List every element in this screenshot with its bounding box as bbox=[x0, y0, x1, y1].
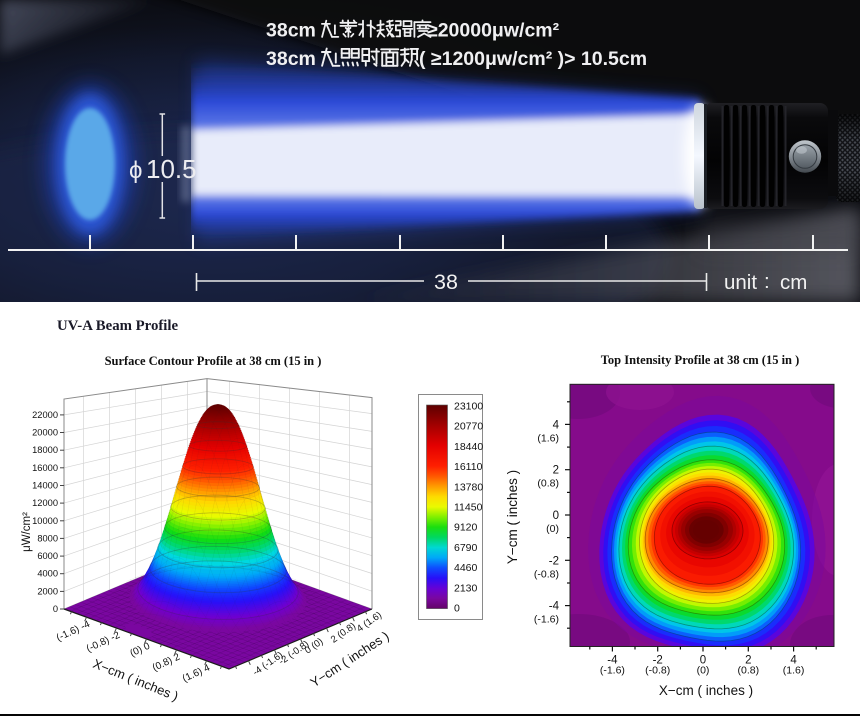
svg-text:Y−cm ( inches ): Y−cm ( inches ) bbox=[307, 628, 391, 690]
svg-text:11450: 11450 bbox=[454, 502, 483, 514]
svg-text:(1.6): (1.6) bbox=[537, 432, 559, 444]
svg-text:10.5: 10.5 bbox=[146, 154, 197, 184]
svg-text:-4: -4 bbox=[607, 655, 618, 667]
svg-text:0: 0 bbox=[700, 655, 706, 667]
svg-text:2: 2 bbox=[553, 465, 559, 477]
svg-text:23100: 23100 bbox=[454, 401, 483, 413]
svg-text:ϕ: ϕ bbox=[129, 157, 142, 184]
svg-text:(0.8) 2: (0.8) 2 bbox=[151, 651, 182, 673]
svg-text:20770: 20770 bbox=[454, 421, 483, 433]
svg-text:(1.6): (1.6) bbox=[783, 665, 805, 677]
svg-text:-2: -2 bbox=[653, 655, 663, 667]
svg-text:0 (0): 0 (0) bbox=[303, 636, 325, 656]
svg-text:16110: 16110 bbox=[454, 461, 483, 473]
svg-text:( ≥1200μw/cm² )> 10.5cm: ( ≥1200μw/cm² )> 10.5cm bbox=[419, 48, 647, 70]
svg-text:4: 4 bbox=[790, 655, 797, 667]
svg-text:(0.8): (0.8) bbox=[738, 665, 760, 677]
svg-text:(-1.6): (-1.6) bbox=[600, 665, 625, 677]
svg-text:22000: 22000 bbox=[32, 410, 58, 420]
svg-text:6000: 6000 bbox=[37, 551, 58, 561]
svg-text:0: 0 bbox=[553, 510, 559, 522]
svg-text:10000: 10000 bbox=[32, 516, 58, 526]
svg-text:-2: -2 bbox=[549, 555, 559, 567]
svg-text:(1.6) 4: (1.6) 4 bbox=[181, 662, 212, 684]
svg-text:-4: -4 bbox=[549, 601, 560, 613]
svg-text:14000: 14000 bbox=[32, 481, 58, 491]
svg-text:4: 4 bbox=[553, 419, 560, 431]
svg-text:X−cm ( inches ): X−cm ( inches ) bbox=[659, 683, 753, 698]
svg-text:(-1.6): (-1.6) bbox=[534, 614, 559, 626]
svg-text:2000: 2000 bbox=[37, 586, 58, 596]
svg-text:6790: 6790 bbox=[454, 542, 478, 554]
svg-text:20000: 20000 bbox=[32, 428, 58, 438]
svg-text:38: 38 bbox=[434, 270, 458, 294]
svg-text:4460: 4460 bbox=[454, 562, 478, 574]
svg-text:Surface Contour Profile at 38: Surface Contour Profile at 38 cm (15 in … bbox=[105, 354, 322, 368]
svg-text:(0): (0) bbox=[697, 665, 710, 677]
svg-text:unit: unit bbox=[724, 271, 757, 294]
svg-text:13780: 13780 bbox=[454, 481, 483, 493]
svg-text:Top Intensity Profile at 38 cm: Top Intensity Profile at 38 cm (15 in ) bbox=[601, 353, 800, 367]
svg-text:0: 0 bbox=[53, 604, 58, 614]
svg-text:38cm: 38cm bbox=[266, 48, 316, 70]
svg-text:4000: 4000 bbox=[37, 569, 58, 579]
svg-text:(-1.6) -4: (-1.6) -4 bbox=[55, 619, 92, 644]
svg-text:12000: 12000 bbox=[32, 498, 58, 508]
svg-text:(0.8): (0.8) bbox=[537, 478, 559, 490]
svg-text:cm: cm bbox=[780, 271, 807, 294]
svg-text:0: 0 bbox=[454, 603, 460, 615]
svg-text:μW/cm²: μW/cm² bbox=[21, 512, 33, 552]
svg-text:8000: 8000 bbox=[37, 533, 58, 543]
svg-text:(0) 0: (0) 0 bbox=[128, 641, 152, 660]
svg-text:9120: 9120 bbox=[454, 522, 478, 534]
svg-text:18000: 18000 bbox=[32, 445, 58, 455]
svg-text:2130: 2130 bbox=[454, 582, 478, 594]
svg-text:Y−cm ( inches ): Y−cm ( inches ) bbox=[505, 470, 520, 564]
svg-text:(-0.8): (-0.8) bbox=[645, 665, 670, 677]
svg-text:≥20000μw/cm²: ≥20000μw/cm² bbox=[427, 20, 560, 42]
svg-text:2: 2 bbox=[745, 655, 751, 667]
svg-text::: : bbox=[764, 270, 770, 293]
svg-text:38cm: 38cm bbox=[266, 20, 316, 42]
svg-text:18440: 18440 bbox=[454, 441, 483, 453]
svg-text:16000: 16000 bbox=[32, 463, 58, 473]
svg-text:(-0.8) -2: (-0.8) -2 bbox=[85, 630, 122, 655]
svg-text:(-0.8): (-0.8) bbox=[534, 568, 559, 580]
svg-text:(0): (0) bbox=[546, 523, 559, 535]
